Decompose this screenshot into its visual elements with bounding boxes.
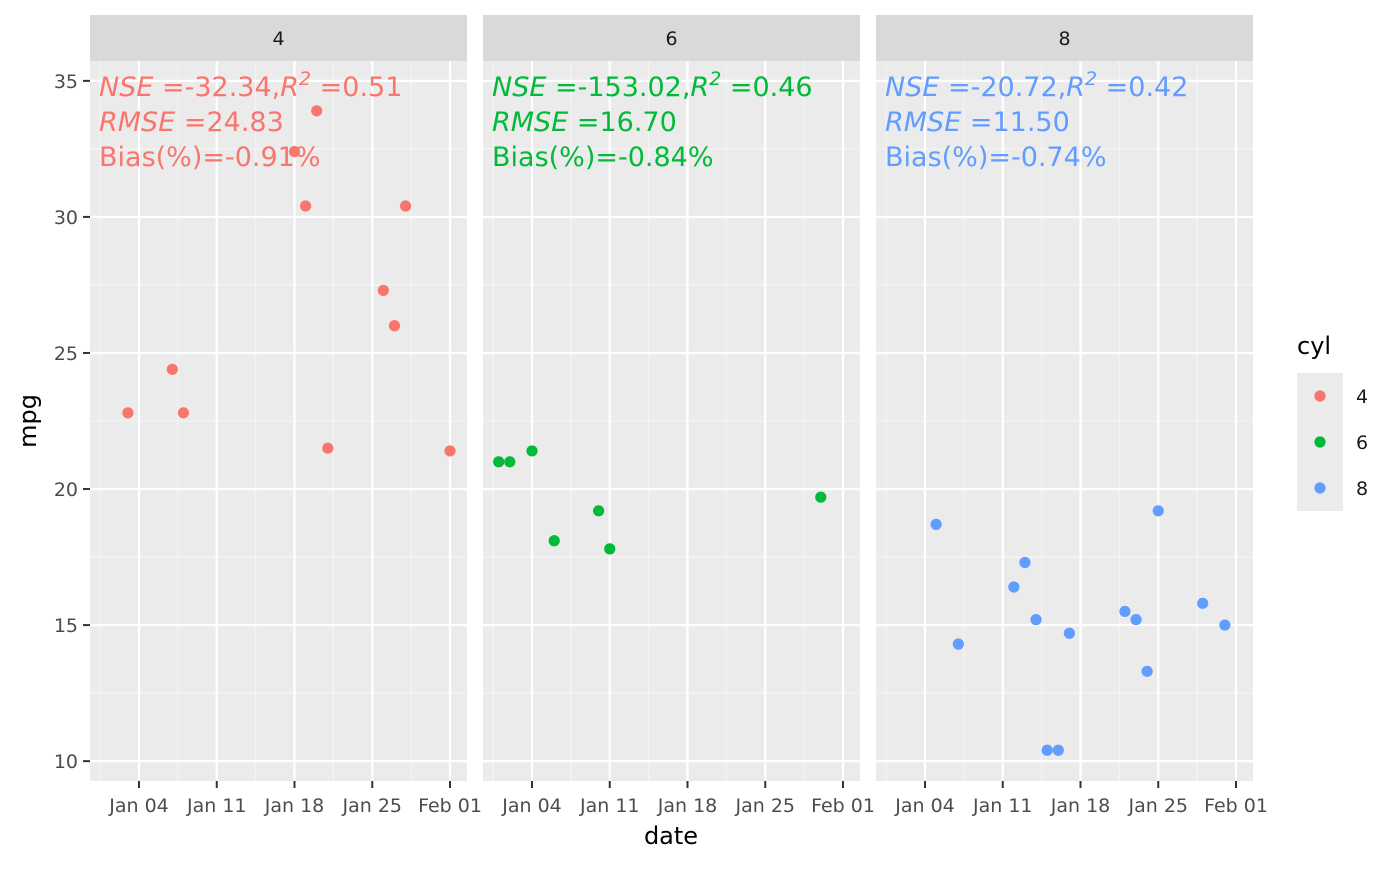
x-tick-label: Jan 18 xyxy=(1050,795,1111,817)
x-tick-label: Jan 04 xyxy=(108,795,169,817)
data-point xyxy=(1152,505,1164,517)
annotation-bias: Bias(%)=-0.74% xyxy=(885,142,1107,173)
data-point xyxy=(815,491,827,503)
x-tick-label: Feb 01 xyxy=(811,795,875,817)
legend-key xyxy=(1314,390,1326,402)
y-axis-title: mpg xyxy=(14,394,42,448)
annotation-nse-r2: NSE =-153.02,R2 =0.46 xyxy=(492,68,813,103)
data-point xyxy=(1130,614,1142,626)
x-tick-label: Jan 11 xyxy=(579,795,640,817)
data-point xyxy=(1041,744,1053,756)
data-point xyxy=(288,146,301,158)
data-point xyxy=(377,284,389,296)
data-point xyxy=(1030,614,1042,626)
legend-title: cyl xyxy=(1297,332,1331,360)
x-tick-label: Jan 25 xyxy=(734,795,795,817)
data-point xyxy=(493,456,505,468)
x-tick-label: Jan 04 xyxy=(501,795,562,817)
facet-strip-label: 4 xyxy=(272,28,284,50)
facet-strip-label: 6 xyxy=(665,28,677,50)
legend-label: 8 xyxy=(1356,478,1368,500)
data-point xyxy=(1019,556,1031,569)
legend-label: 6 xyxy=(1356,432,1368,454)
y-tick-label: 25 xyxy=(54,343,78,365)
x-tick-label: Jan 18 xyxy=(657,795,718,817)
data-point xyxy=(504,456,516,468)
data-point xyxy=(548,535,560,547)
x-tick-label: Feb 01 xyxy=(1204,795,1268,817)
y-tick-label: 10 xyxy=(54,751,78,773)
data-point xyxy=(322,442,334,454)
x-tick-label: Jan 18 xyxy=(264,795,325,817)
data-point xyxy=(1063,627,1075,639)
x-tick-label: Jan 11 xyxy=(186,795,247,817)
data-point xyxy=(604,543,616,555)
annotation-bias: Bias(%)=-0.84% xyxy=(492,142,714,173)
data-point xyxy=(1197,597,1209,609)
x-tick-label: Jan 25 xyxy=(1127,795,1188,817)
facet-strip xyxy=(90,15,467,61)
data-point xyxy=(166,363,178,375)
annotation-nse-r2: NSE =-32.34,R2 =0.51 xyxy=(99,68,402,103)
data-point xyxy=(593,505,605,517)
annotation-nse-r2: NSE =-20.72,R2 =0.42 xyxy=(885,68,1188,103)
x-axis-title: date xyxy=(644,822,698,850)
data-point xyxy=(1119,605,1131,618)
data-point xyxy=(1219,619,1231,631)
data-point xyxy=(444,445,456,457)
data-point xyxy=(388,320,401,332)
data-point xyxy=(930,518,942,531)
data-point xyxy=(1052,744,1064,756)
y-tick-label: 30 xyxy=(54,207,78,229)
x-tick-label: Jan 04 xyxy=(894,795,955,817)
data-point xyxy=(399,200,412,212)
data-point xyxy=(122,407,134,419)
legend-key xyxy=(1314,482,1326,494)
data-point xyxy=(1008,581,1020,593)
annotation-rmse: RMSE =16.70 xyxy=(492,107,677,138)
x-tick-label: Jan 11 xyxy=(972,795,1033,817)
x-tick-label: Feb 01 xyxy=(418,795,482,817)
data-point xyxy=(1141,665,1153,677)
legend-key xyxy=(1314,436,1326,448)
data-point xyxy=(177,407,190,419)
annotation-bias: Bias(%)=-0.91% xyxy=(99,142,321,173)
legend-label: 4 xyxy=(1356,386,1368,408)
data-point xyxy=(300,200,312,212)
facet-strip-label: 8 xyxy=(1058,28,1070,50)
y-tick-label: 15 xyxy=(54,615,78,637)
facet-strip xyxy=(876,15,1253,61)
annotation-rmse: RMSE =11.50 xyxy=(885,107,1070,138)
data-point xyxy=(526,445,538,457)
annotation-rmse: RMSE =24.83 xyxy=(99,107,284,138)
x-tick-label: Jan 25 xyxy=(341,795,402,817)
y-tick-label: 35 xyxy=(54,71,78,93)
y-tick-label: 20 xyxy=(54,479,78,501)
facet-strip xyxy=(483,15,860,61)
data-point xyxy=(311,105,323,117)
data-point xyxy=(952,638,964,650)
